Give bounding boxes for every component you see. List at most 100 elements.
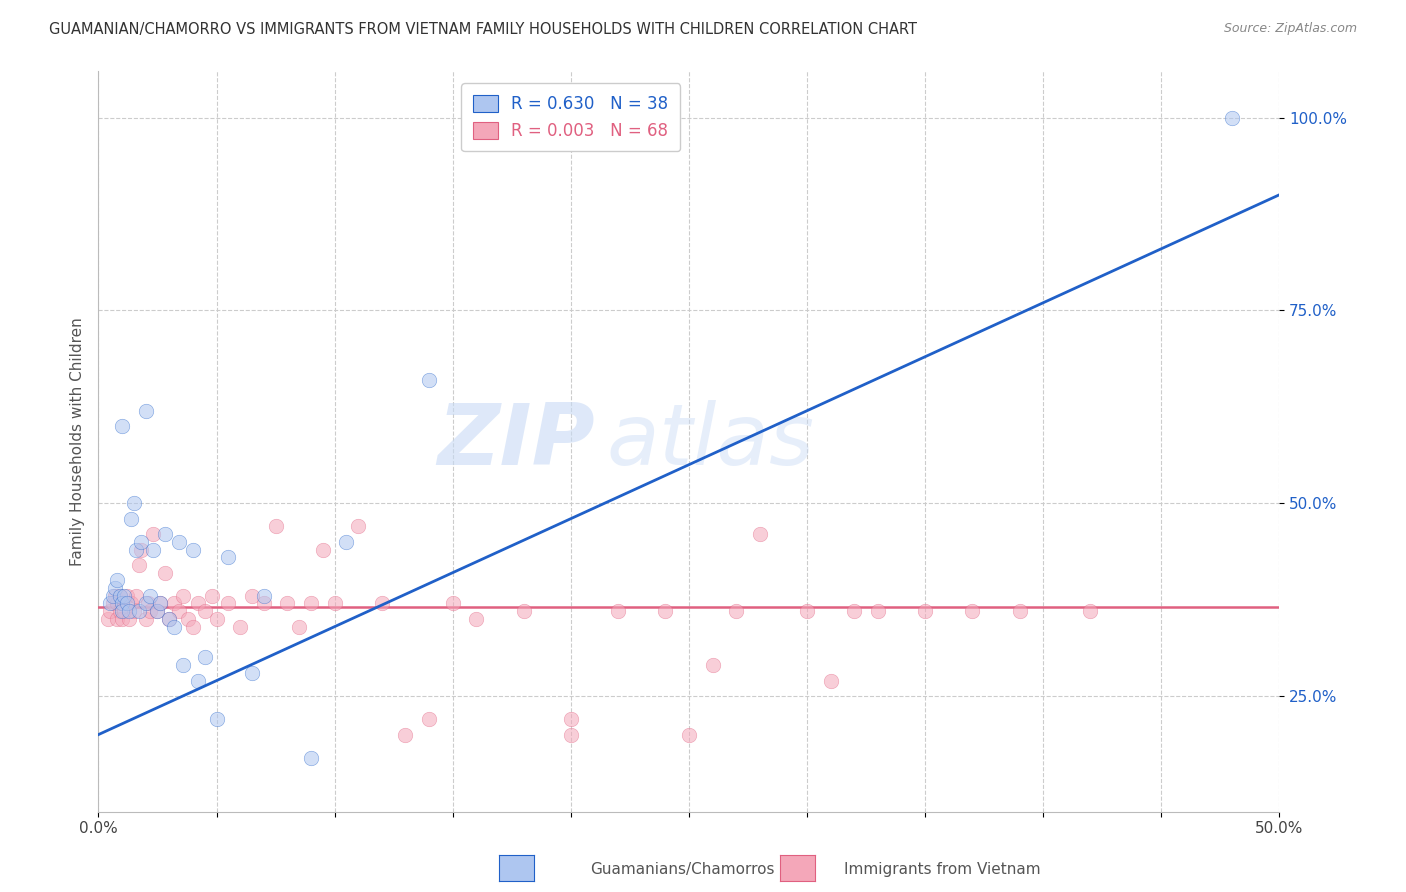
Point xyxy=(139,589,162,603)
Point xyxy=(371,597,394,611)
Point xyxy=(149,597,172,611)
Point xyxy=(115,597,138,611)
Point xyxy=(312,542,335,557)
Point xyxy=(121,511,143,525)
Point xyxy=(240,665,263,680)
Point xyxy=(125,589,148,603)
Text: Source: ZipAtlas.com: Source: ZipAtlas.com xyxy=(1223,22,1357,36)
Point xyxy=(108,589,131,603)
Point xyxy=(101,589,124,603)
Point xyxy=(205,712,228,726)
Point xyxy=(142,527,165,541)
Point xyxy=(163,620,186,634)
Point xyxy=(146,604,169,618)
Point xyxy=(560,712,582,726)
Point xyxy=(201,589,224,603)
Point xyxy=(607,604,630,618)
Point xyxy=(153,527,176,541)
Point xyxy=(288,620,311,634)
Point xyxy=(157,612,180,626)
Text: Immigrants from Vietnam: Immigrants from Vietnam xyxy=(844,863,1040,877)
Point xyxy=(105,612,128,626)
Point xyxy=(253,589,276,603)
Point xyxy=(181,620,204,634)
Point xyxy=(125,542,148,557)
Point xyxy=(105,574,128,588)
Point xyxy=(276,597,298,611)
Point xyxy=(418,712,440,726)
Point xyxy=(101,597,124,611)
Point xyxy=(135,612,157,626)
Point xyxy=(167,534,190,549)
Point xyxy=(465,612,488,626)
Point xyxy=(1008,604,1031,618)
Point xyxy=(654,604,676,618)
Point xyxy=(111,597,134,611)
Point xyxy=(153,566,176,580)
Text: ZIP: ZIP xyxy=(437,400,595,483)
Point xyxy=(139,604,162,618)
Point xyxy=(98,597,121,611)
Point xyxy=(128,558,150,572)
Point xyxy=(866,604,889,618)
Point xyxy=(118,612,141,626)
Point xyxy=(105,597,128,611)
Point xyxy=(146,604,169,618)
Text: atlas: atlas xyxy=(606,400,814,483)
Point xyxy=(725,604,748,618)
Point xyxy=(172,589,194,603)
Point xyxy=(347,519,370,533)
Y-axis label: Family Households with Children: Family Households with Children xyxy=(69,318,84,566)
Point xyxy=(112,604,135,618)
Point xyxy=(748,527,770,541)
Point xyxy=(172,658,194,673)
Point xyxy=(253,597,276,611)
Point xyxy=(167,604,190,618)
Point xyxy=(796,604,818,618)
Point xyxy=(98,604,121,618)
Point xyxy=(194,650,217,665)
Point xyxy=(187,597,209,611)
Point xyxy=(560,728,582,742)
Point xyxy=(914,604,936,618)
Point xyxy=(702,658,724,673)
Point xyxy=(441,597,464,611)
Point xyxy=(187,673,209,688)
Point xyxy=(122,604,145,618)
Point xyxy=(97,612,120,626)
Point xyxy=(136,597,159,611)
Point xyxy=(111,612,134,626)
Point xyxy=(104,589,127,603)
Point xyxy=(264,519,287,533)
Point xyxy=(104,581,127,595)
Point xyxy=(108,604,131,618)
Point xyxy=(418,373,440,387)
Point xyxy=(820,673,842,688)
Point xyxy=(844,604,866,618)
Point xyxy=(194,604,217,618)
Point xyxy=(111,604,134,618)
Point xyxy=(129,534,152,549)
Point xyxy=(217,550,239,565)
Point xyxy=(240,589,263,603)
Point xyxy=(115,589,138,603)
Point xyxy=(181,542,204,557)
Point xyxy=(121,597,143,611)
Point xyxy=(111,597,134,611)
Point xyxy=(1080,604,1102,618)
Point xyxy=(962,604,984,618)
Text: Guamanians/Chamorros: Guamanians/Chamorros xyxy=(591,863,775,877)
Point xyxy=(512,604,534,618)
Point xyxy=(128,604,150,618)
Point xyxy=(122,496,145,510)
Point xyxy=(157,612,180,626)
Text: GUAMANIAN/CHAMORRO VS IMMIGRANTS FROM VIETNAM FAMILY HOUSEHOLDS WITH CHILDREN CO: GUAMANIAN/CHAMORRO VS IMMIGRANTS FROM VI… xyxy=(49,22,917,37)
Point xyxy=(112,589,135,603)
Point xyxy=(678,728,700,742)
Point xyxy=(108,589,131,603)
Point xyxy=(163,597,186,611)
Point xyxy=(299,750,322,764)
Point xyxy=(1220,111,1243,125)
Point xyxy=(335,534,357,549)
Point xyxy=(229,620,252,634)
